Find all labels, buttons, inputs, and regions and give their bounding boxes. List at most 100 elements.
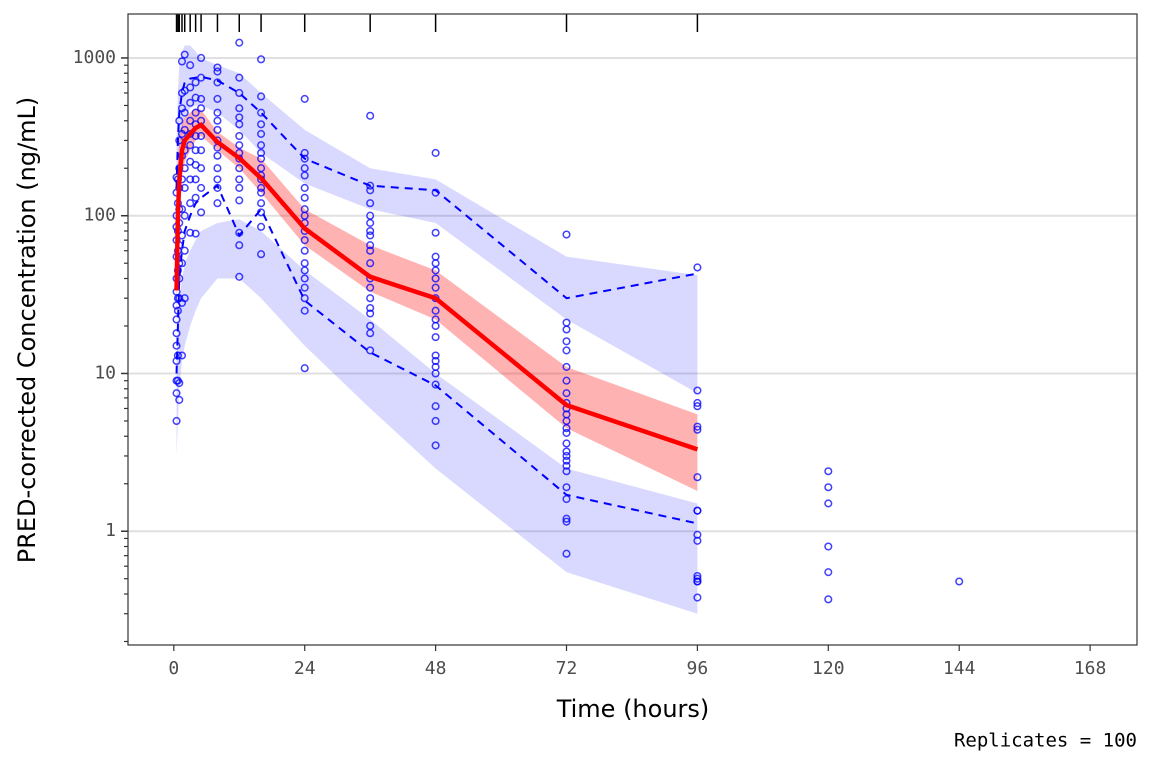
observed-point [186,228,195,237]
x-tick-label: 72 [556,658,578,679]
observed-point [431,351,440,360]
observed-point [191,229,200,238]
observed-point [213,63,222,72]
observed-point [300,283,309,292]
observed-point [366,226,375,236]
observed-point [197,94,206,103]
observed-point [235,164,244,173]
observed-point [562,439,571,448]
x-tick-label: 48 [425,658,447,679]
y-axis-title: PRED-corrected Concentration (ng/mL) [13,97,41,564]
observed-point [175,395,184,404]
observed-point [173,351,182,360]
observed-point [213,151,222,160]
observed-point [693,577,702,586]
x-tick-label: 120 [812,658,845,679]
observed-point [191,93,200,102]
observed-point [186,61,195,70]
observed-point [562,494,571,504]
observed-point [562,517,571,526]
observed-point [562,447,571,456]
observed-point [197,208,206,217]
observed-point [235,228,244,237]
observed-point [213,125,222,134]
observed-point [366,181,375,190]
caption: Replicates = 100 [954,730,1137,752]
observed-point [300,246,309,255]
observed-point [191,131,200,141]
observed-point [431,228,440,237]
observed-point [257,222,266,231]
x-tick-label: 0 [168,658,179,679]
observed-point [562,451,571,461]
observed-point [257,208,266,217]
x-tick-label: 168 [1074,658,1107,679]
y-tick-label: 100 [83,205,116,226]
observed-point [366,346,375,355]
observed-point [300,183,309,192]
observed-point [213,78,222,87]
observed-point [172,315,181,324]
observed-point [191,108,200,117]
observed-point [693,506,702,515]
observed-point [235,241,244,250]
observed-point [300,294,309,303]
observed-point [693,593,702,602]
observed-point [431,266,440,275]
observed-point [257,55,266,64]
y-tick-label: 1 [105,520,116,541]
observed-point [186,141,195,150]
observed-point [431,441,440,450]
observed-point [257,188,266,197]
observed-point [300,306,309,315]
observed-point [693,571,702,581]
observed-point [191,193,200,202]
observed-point [693,398,702,408]
observed-point [197,131,206,141]
observed-point [431,188,440,197]
observed-point [562,424,571,433]
observed-point [257,199,266,208]
observed-point [431,380,440,389]
x-axis-title: Time (hours) [556,695,710,723]
y-tick-label: 1000 [73,47,116,68]
observed-point [693,402,702,411]
observed-point [186,98,195,107]
observed-point [562,549,571,558]
observed-point [300,236,309,245]
observed-point [257,250,266,259]
observed-point [180,108,189,117]
observed-point [366,294,375,303]
observed-point [431,369,440,378]
observed-point [693,263,702,272]
observed-point [172,389,181,398]
observed-point [235,141,244,150]
observed-point [180,183,189,192]
observed-point [824,595,833,604]
observed-point [175,116,184,125]
observed-point [366,329,375,338]
observed-lower-line [175,184,698,525]
observed-point [431,274,440,283]
observed-point [213,175,222,184]
observed-point [562,483,571,492]
observed-point [300,266,309,275]
observed-point [431,306,440,315]
observed-point [693,386,702,395]
observed-point [180,125,189,134]
observed-point [257,129,266,138]
observed-point [562,325,571,334]
observed-point [431,402,440,411]
observed-point [366,246,375,255]
observed-point [235,196,244,205]
observed-point [431,416,440,426]
observed-point [213,94,222,103]
observed-point [235,73,244,82]
observed-point [366,241,375,250]
observed-point [235,88,244,98]
observed-point [824,499,833,508]
observed-point [562,456,571,465]
observed-point [366,111,375,120]
